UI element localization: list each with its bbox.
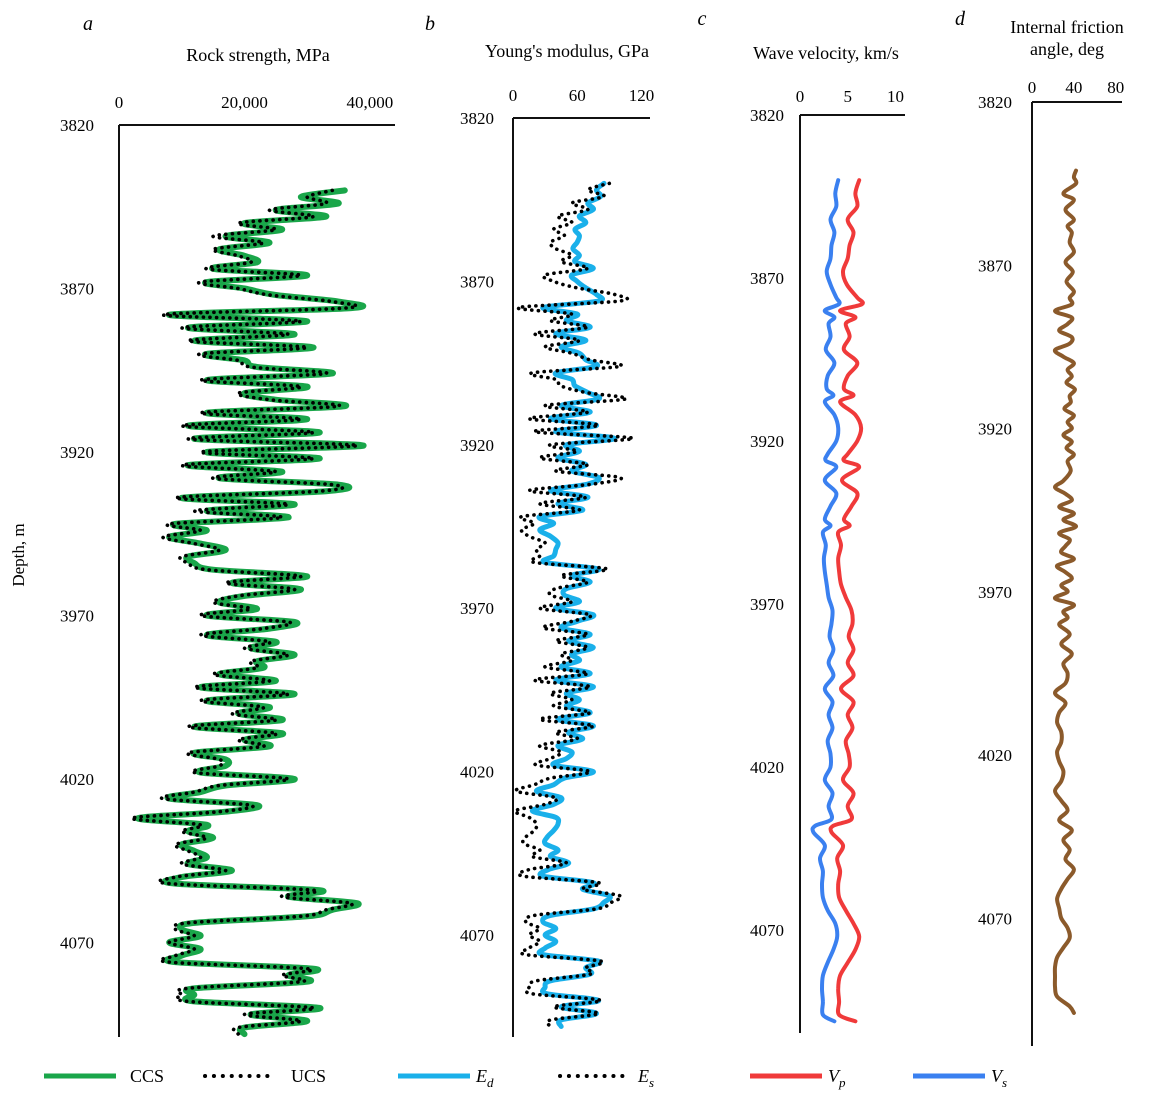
x-tick-label: 0: [796, 87, 805, 106]
x-tick-label: 0: [115, 93, 124, 112]
panel-title: Wave velocity, km/s: [753, 43, 899, 63]
panel-c-wave-velocity: c Wave velocity, km/s 0 5 10 3820 3870 3920 3970…: [698, 8, 905, 1033]
panel-title: Rock strength, MPa: [186, 45, 330, 65]
series-ed: [529, 180, 618, 1029]
y-tick-label: 3970: [460, 599, 494, 618]
legend: CCS UCS Ed Es Vp Vs: [44, 1066, 1007, 1090]
legend-item: UCS: [203, 1066, 326, 1086]
legend-label: Vp: [828, 1066, 846, 1090]
legend-label: UCS: [291, 1066, 326, 1086]
series-ucs: [129, 188, 360, 1036]
y-tick-label: 4070: [60, 934, 94, 953]
y-tick-label: 3870: [750, 269, 784, 288]
panel-letter: a: [83, 13, 93, 35]
y-tick-label: 3870: [460, 272, 494, 291]
panel-title: Young's modulus, GPa: [485, 41, 649, 61]
legend-label: Vs: [991, 1066, 1007, 1090]
panel-letter: c: [698, 8, 707, 30]
y-tick-label: 3970: [750, 595, 784, 614]
legend-item: Ed: [398, 1066, 494, 1090]
legend-label: Es: [637, 1066, 654, 1090]
y-tick-label: 4020: [750, 758, 784, 777]
legend-item: Vs: [913, 1066, 1007, 1090]
y-tick-label: 4020: [978, 746, 1012, 765]
panel-letter: b: [425, 13, 435, 35]
legend-item: CCS: [44, 1066, 164, 1086]
panel-title: angle, deg: [1030, 39, 1104, 59]
series-internal-friction-angle: [1052, 168, 1079, 1015]
panel-b-youngs-modulus: b Young's modulus, GPa 0 60 120 3820 3870 3920 3…: [425, 13, 654, 1037]
panel-a-rock-strength: a Rock strength, MPa 0 20,000 40,000 3820 3870…: [60, 13, 395, 1038]
legend-label: Ed: [475, 1066, 494, 1090]
x-tick-label: 60: [569, 86, 586, 105]
x-tick-label: 120: [629, 86, 655, 105]
y-tick-label: 4070: [750, 921, 784, 940]
y-tick-label: 4070: [460, 926, 494, 945]
legend-item: Vp: [750, 1066, 846, 1090]
x-tick-label: 80: [1107, 78, 1124, 97]
y-tick-label: 3820: [460, 109, 494, 128]
series-vp: [828, 178, 865, 1024]
y-tick-label: 3920: [750, 432, 784, 451]
x-tick-label: 0: [1028, 78, 1037, 97]
y-tick-label: 4020: [60, 770, 94, 789]
x-tick-label: 40,000: [347, 93, 394, 112]
legend-label: CCS: [130, 1066, 164, 1086]
y-tick-label: 3920: [460, 436, 494, 455]
x-tick-label: 10: [887, 87, 904, 106]
panel-title: Internal friction: [1010, 17, 1123, 37]
y-tick-label: 3920: [60, 443, 94, 462]
y-tick-label: 3820: [750, 106, 784, 125]
y-tick-label: 3870: [978, 256, 1012, 275]
depth-axis-label: Depth, m: [9, 523, 28, 586]
y-tick-label: 3870: [60, 280, 94, 299]
series-vs: [810, 178, 842, 1024]
y-tick-label: 4020: [460, 763, 494, 782]
legend-item: Es: [558, 1066, 654, 1090]
y-tick-label: 3970: [60, 607, 94, 626]
y-tick-label: 3820: [978, 93, 1012, 112]
x-tick-label: 20,000: [221, 93, 268, 112]
y-tick-label: 4070: [978, 909, 1012, 928]
x-tick-label: 0: [509, 86, 518, 105]
y-tick-label: 3970: [978, 583, 1012, 602]
y-tick-label: 3920: [978, 420, 1012, 439]
panel-letter: d: [955, 8, 966, 30]
y-tick-label: 3820: [60, 116, 94, 135]
x-tick-label: 5: [843, 87, 852, 106]
x-tick-label: 40: [1065, 78, 1082, 97]
series-es: [513, 181, 635, 1029]
